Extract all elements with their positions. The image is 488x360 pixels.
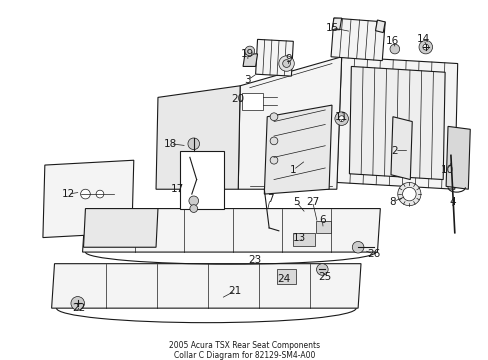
Text: 13: 13 [292,233,305,243]
Circle shape [244,46,254,56]
Text: 12: 12 [61,189,75,199]
Polygon shape [330,18,385,60]
Circle shape [402,187,415,201]
Polygon shape [43,160,134,238]
Text: 23: 23 [247,255,261,265]
Circle shape [189,205,197,212]
Polygon shape [375,20,385,33]
Text: 11: 11 [334,112,347,122]
Text: 18: 18 [163,139,177,149]
Bar [315,221,330,233]
Polygon shape [390,117,411,180]
Circle shape [269,137,277,145]
Circle shape [269,113,277,121]
Circle shape [334,112,348,125]
Polygon shape [331,18,341,30]
Circle shape [278,56,294,71]
Bar [293,233,314,246]
Circle shape [96,190,103,198]
Bar [276,270,296,284]
Text: 5: 5 [292,197,299,207]
Circle shape [282,60,290,67]
Text: 10: 10 [440,165,453,175]
Text: 6: 6 [318,215,325,225]
Text: 3: 3 [244,75,251,85]
Text: Collar C Diagram for 82129-SM4-A00: Collar C Diagram for 82129-SM4-A00 [173,351,315,360]
Polygon shape [243,54,257,67]
Text: 7: 7 [266,194,273,204]
Polygon shape [83,208,158,247]
Polygon shape [156,86,240,189]
Text: 19: 19 [241,49,254,59]
Polygon shape [238,57,341,189]
Circle shape [71,297,84,310]
Circle shape [338,116,344,122]
Circle shape [188,196,198,206]
Text: 16: 16 [386,36,399,46]
Text: 1: 1 [289,165,296,175]
Text: 24: 24 [277,274,290,284]
Text: 14: 14 [416,34,429,44]
Bar [180,150,223,208]
Circle shape [351,242,363,253]
Circle shape [316,264,327,275]
Bar [242,93,263,110]
Text: 21: 21 [228,286,242,296]
Circle shape [81,189,90,199]
Polygon shape [349,67,444,180]
Text: 22: 22 [72,303,85,313]
Circle shape [422,44,428,50]
Text: 15: 15 [325,23,338,33]
Circle shape [389,44,399,54]
Text: 2005 Acura TSX Rear Seat Components: 2005 Acura TSX Rear Seat Components [168,341,320,350]
Polygon shape [255,39,293,76]
Text: 17: 17 [170,184,183,194]
Text: 2: 2 [391,145,397,156]
Text: 8: 8 [389,197,395,207]
Text: 4: 4 [448,197,455,207]
Text: 26: 26 [366,249,380,259]
Polygon shape [52,264,360,308]
Circle shape [269,156,277,164]
Text: 27: 27 [305,197,319,207]
Circle shape [187,138,199,150]
Polygon shape [445,126,469,189]
Polygon shape [264,105,331,194]
Text: 25: 25 [318,272,331,282]
Circle shape [397,183,420,206]
Text: 20: 20 [231,94,244,104]
Polygon shape [336,57,457,189]
Text: 9: 9 [285,54,291,64]
Circle shape [418,40,432,54]
Polygon shape [82,208,380,252]
